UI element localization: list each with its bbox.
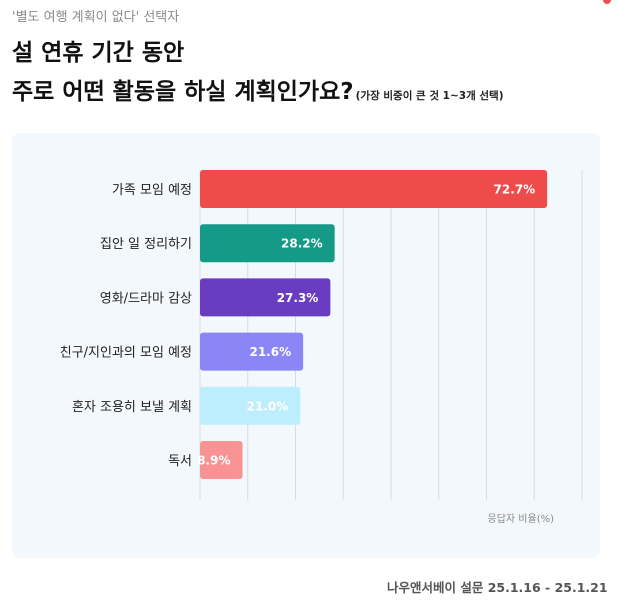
- x-axis-title: 응답자 비율(%): [488, 513, 555, 525]
- chart-title: 설 연휴 기간 동안 주로 어떤 활동을 하실 계획인가요? (가장 비중이 큰 …: [12, 34, 504, 116]
- title-line-2: 주로 어떤 활동을 하실 계획인가요? (가장 비중이 큰 것 1~3개 선택): [12, 73, 504, 116]
- title-note: (가장 비중이 큰 것 1~3개 선택): [355, 90, 504, 102]
- bar: [200, 386, 301, 425]
- accent-dot: [603, 0, 611, 4]
- bar: [200, 332, 304, 371]
- title-line-1: 설 연휴 기간 동안: [12, 40, 185, 66]
- value-label: 27.3%: [277, 291, 319, 305]
- value-label: 21.6%: [249, 345, 291, 359]
- bar: [200, 170, 548, 208]
- bar: [200, 224, 335, 263]
- value-label: 8.9%: [197, 454, 230, 468]
- category-label: 영화/드라마 감상: [100, 291, 192, 306]
- category-label: 친구/지인과의 모임 예정: [60, 346, 192, 361]
- value-label: 21.0%: [247, 399, 289, 413]
- category-label: 집안 일 정리하기: [100, 237, 192, 252]
- title-line-2-text: 주로 어떤 활동을 하실 계획인가요?: [12, 79, 354, 105]
- source-note: 나우앤서베이 설문 25.1.16 - 25.1.21: [387, 580, 608, 595]
- value-label: 28.2%: [281, 237, 323, 251]
- chart-subtitle: '별도 여행 계획이 없다' 선택자: [12, 10, 180, 25]
- category-label: 가족 모임 예정: [112, 183, 192, 198]
- category-label: 독서: [168, 454, 192, 469]
- bar: [200, 441, 243, 479]
- bar: [200, 278, 331, 317]
- category-label: 혼자 조용히 보낼 계획: [72, 400, 192, 415]
- value-label: 72.7%: [494, 183, 536, 197]
